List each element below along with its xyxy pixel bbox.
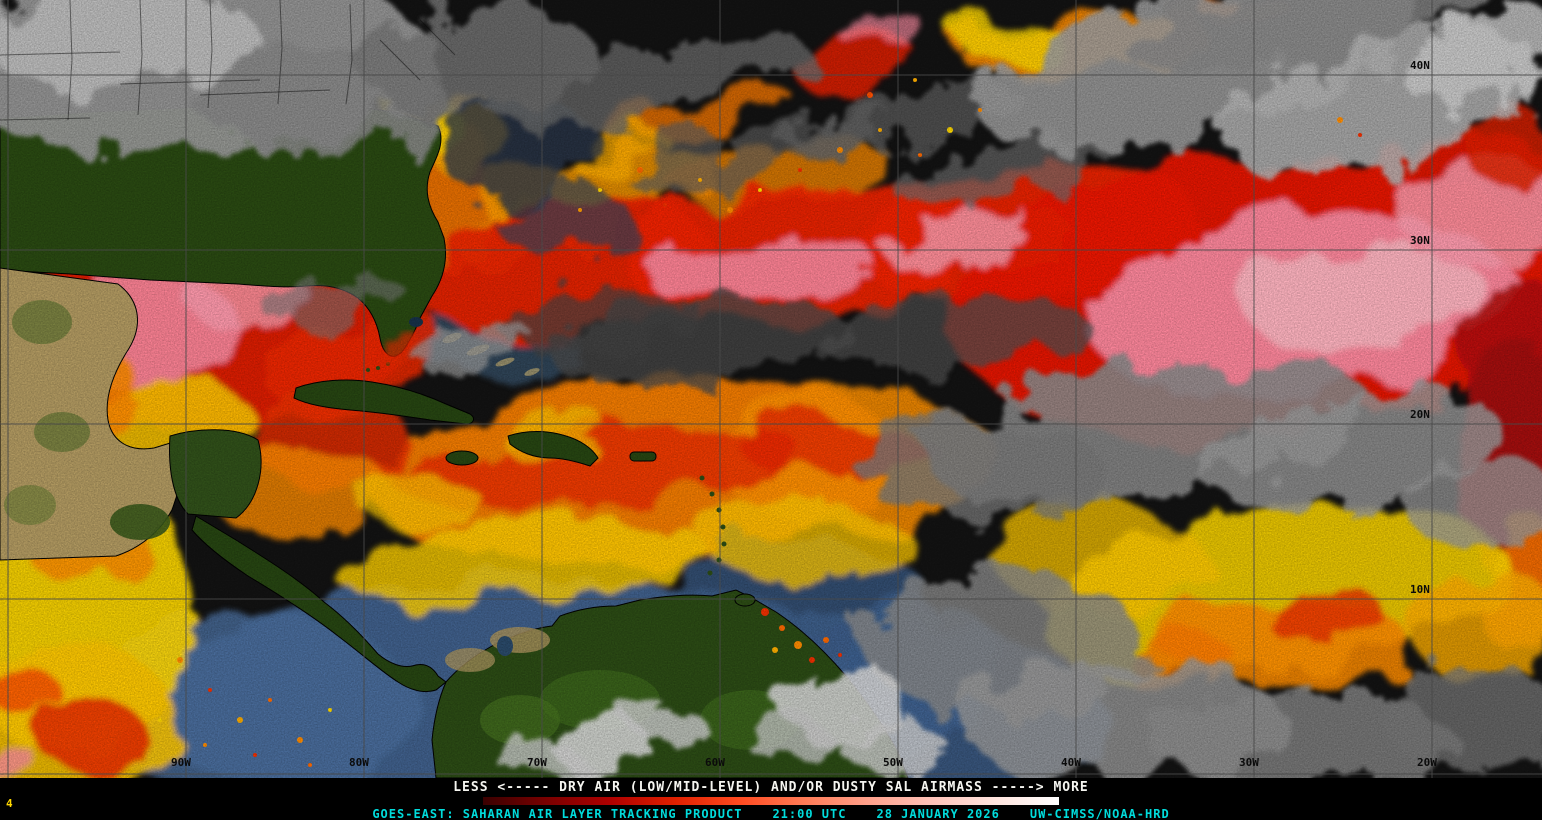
footer-product: GOES-EAST: SAHARAN AIR LAYER TRACKING PR… <box>372 807 743 820</box>
legend-text: LESS <----- DRY AIR (LOW/MID-LEVEL) AND/… <box>453 780 1089 795</box>
footer-date: 28 JANUARY 2026 <box>876 807 1000 820</box>
footer-source: UW-CIMSS/NOAA-HRD <box>1029 807 1170 820</box>
image-grain <box>0 0 1542 778</box>
bottom-bar: LESS <----- DRY AIR (LOW/MID-LEVEL) AND/… <box>0 778 1542 820</box>
footer-time: 21:00 UTC <box>772 807 847 820</box>
satellite-image <box>0 0 1542 778</box>
graticule <box>0 0 1542 778</box>
legend-colorbar <box>483 797 1059 805</box>
corner-mark: 4 <box>6 797 13 810</box>
footer-line: GOES-EAST: SAHARAN AIR LAYER TRACKING PR… <box>0 807 1542 820</box>
